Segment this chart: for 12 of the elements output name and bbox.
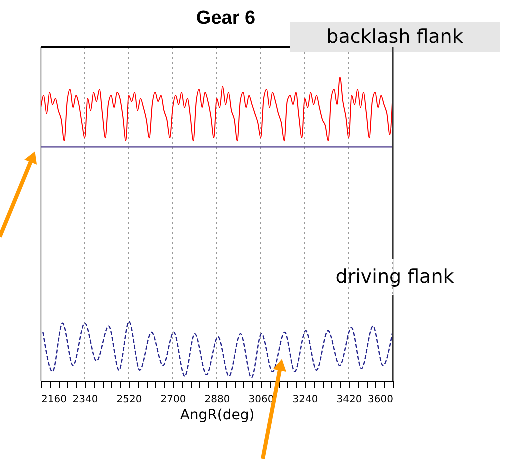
x-tick-label: 3240	[292, 394, 318, 406]
series-label: backlash flank	[326, 26, 464, 48]
x-tick-label: 2520	[116, 394, 142, 406]
chart-title: Gear 6	[196, 8, 256, 29]
x-tick-label: 3420	[336, 394, 362, 406]
x-tick-label: 2340	[72, 394, 98, 406]
x-tick-label: 2880	[204, 394, 230, 406]
x-tick-label: 2700	[160, 394, 186, 406]
x-tick-label: 3600	[368, 394, 394, 406]
text: driving flank	[336, 266, 454, 288]
x-tick-label: 2160	[42, 394, 67, 406]
x-axis-title: AngR(deg)	[180, 408, 255, 424]
